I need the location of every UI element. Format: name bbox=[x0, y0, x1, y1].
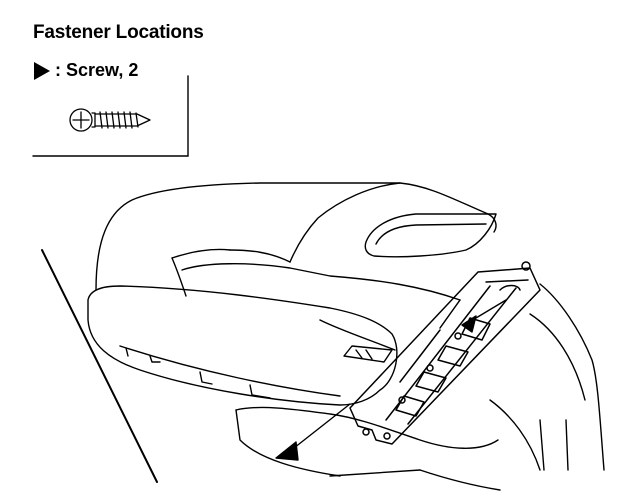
legend-frame bbox=[32, 75, 189, 157]
lower-panel-line bbox=[235, 406, 499, 449]
armrest-bracket bbox=[349, 261, 541, 445]
armrest bbox=[87, 285, 398, 406]
fastener-legend: : Screw, 2 bbox=[33, 60, 138, 81]
screw-marker-lower bbox=[275, 403, 351, 461]
door-handle-pocket bbox=[364, 213, 497, 258]
page-title: Fastener Locations bbox=[33, 22, 204, 43]
power-window-switch bbox=[343, 345, 393, 363]
door-frame-edge bbox=[41, 249, 158, 483]
screw-marker-upper bbox=[461, 299, 507, 333]
door-bottom-line bbox=[329, 469, 421, 477]
legend-label: : Screw, 2 bbox=[55, 60, 139, 80]
triangle-marker-icon bbox=[34, 61, 50, 80]
screw-icon bbox=[69, 108, 151, 132]
lower-panel-line-2 bbox=[235, 409, 341, 477]
door-trim-panel bbox=[95, 182, 605, 491]
